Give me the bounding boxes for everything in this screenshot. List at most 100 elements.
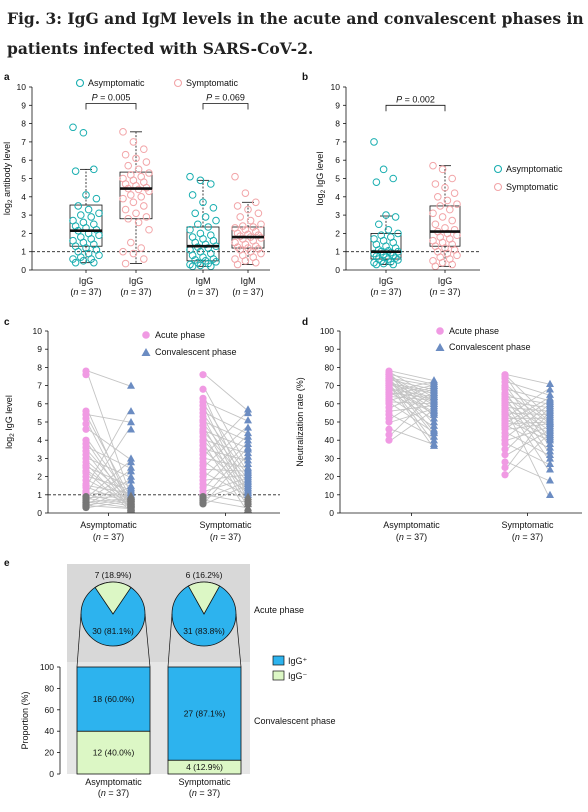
pair-line: [87, 439, 130, 497]
pair-line: [87, 457, 130, 478]
convalescent-point: [127, 505, 135, 513]
data-point: [257, 220, 265, 229]
acute-point: [501, 458, 509, 466]
pair-line: [506, 401, 549, 428]
pair-line: [390, 408, 433, 423]
data-point: [209, 203, 218, 212]
legend-label: IgG⁻: [288, 671, 308, 681]
data-point: [379, 259, 388, 268]
convalescent-point: [244, 428, 252, 437]
panel-letter: d: [302, 317, 308, 328]
data-point: [90, 258, 98, 267]
data-point: [446, 205, 454, 214]
data-point: [121, 150, 130, 159]
x-tick-label: Symptomatic: [501, 520, 554, 530]
acute-point: [501, 440, 509, 448]
data-point: [71, 258, 80, 267]
acute-point: [501, 445, 509, 453]
pair-line: [87, 479, 130, 505]
panel-b-y-tick-label: 4: [335, 192, 340, 202]
convalescent-point: [430, 441, 438, 449]
convalescent-point: [430, 414, 438, 422]
convalescent-point: [244, 499, 252, 508]
pair-line: [390, 428, 433, 445]
pair-line: [506, 388, 549, 401]
convalescent-point: [430, 428, 438, 437]
data-point: [391, 213, 400, 221]
pair-line: [506, 381, 549, 396]
acute-point: [385, 418, 393, 426]
pair-line: [390, 377, 433, 387]
convalescent-point: [546, 450, 554, 458]
convalescent-point: [244, 423, 252, 431]
data-point: [233, 202, 242, 210]
panel-e-y-tick-label: 20: [45, 748, 55, 758]
pair-line: [390, 379, 433, 390]
data-point: [145, 169, 153, 177]
x-tick-label: IgG: [379, 276, 394, 286]
data-point: [82, 191, 90, 199]
data-point: [204, 259, 212, 268]
legend-label: Symptomatic: [186, 78, 239, 88]
pair-line: [87, 418, 130, 496]
pair-line: [390, 386, 433, 401]
x-tick-n-label: (n = 37): [232, 287, 263, 297]
data-point: [212, 257, 220, 266]
comparison-bracket: [202, 103, 249, 110]
pair-line: [87, 450, 130, 498]
data-point: [201, 257, 210, 265]
comparison-bracket: [85, 103, 137, 110]
x-tick-n-label: (n = 37): [370, 287, 401, 297]
panel-a-y-tick-label: 2: [21, 228, 26, 238]
panel-c-y-tick-label: 9: [37, 344, 42, 354]
panel-letter: a: [4, 72, 10, 83]
comparison-p-value: P = 0.069: [206, 92, 245, 102]
convalescent-point: [430, 410, 438, 418]
data-point: [241, 225, 250, 234]
pair-line: [87, 461, 130, 497]
data-point: [79, 257, 88, 265]
data-point: [95, 231, 103, 240]
pair-line: [87, 447, 130, 468]
x-tick-label: IgM: [195, 276, 210, 286]
box-iqr: [429, 205, 461, 247]
legend-marker-acute: [142, 331, 150, 339]
panel-b-y-tick-label: 8: [335, 119, 340, 129]
comparison-p-value: P = 0.005: [92, 92, 131, 102]
data-point: [69, 123, 77, 132]
panel-b-y-tick-label: 6: [335, 155, 340, 165]
convalescent-point: [430, 421, 438, 429]
data-point: [188, 251, 197, 260]
panel-c-y-tick-label: 4: [37, 435, 42, 445]
x-tick-label: Asymptomatic: [80, 520, 137, 530]
data-point: [241, 189, 250, 197]
bar-segment-igg-positive: [167, 666, 242, 761]
data-point: [254, 209, 263, 218]
pie-label-negative: 7 (18.9%): [95, 570, 132, 580]
data-point: [372, 178, 381, 186]
convalescent-point: [127, 407, 135, 415]
acute-point: [501, 463, 509, 472]
data-point: [90, 165, 98, 174]
pair-line: [87, 479, 130, 503]
data-point: [252, 198, 260, 207]
data-point: [196, 176, 205, 185]
data-point: [252, 258, 260, 267]
data-point: [394, 256, 402, 264]
legend-marker: [173, 78, 183, 88]
convalescent-point: [127, 425, 135, 433]
data-point: [370, 258, 378, 267]
convalescent-point: [546, 379, 554, 387]
panel-a-y-tick-label: 4: [21, 192, 26, 202]
data-point: [191, 209, 199, 218]
data-point: [92, 194, 101, 203]
data-point: [438, 213, 447, 221]
x-tick-n-label: (n = 37): [70, 287, 101, 297]
pair-line: [204, 374, 247, 410]
panel-a-y-tick-label: 3: [21, 210, 26, 220]
pair-line: [87, 374, 130, 492]
pair-line: [204, 449, 247, 497]
pair-line: [506, 387, 549, 445]
data-point: [134, 165, 143, 174]
